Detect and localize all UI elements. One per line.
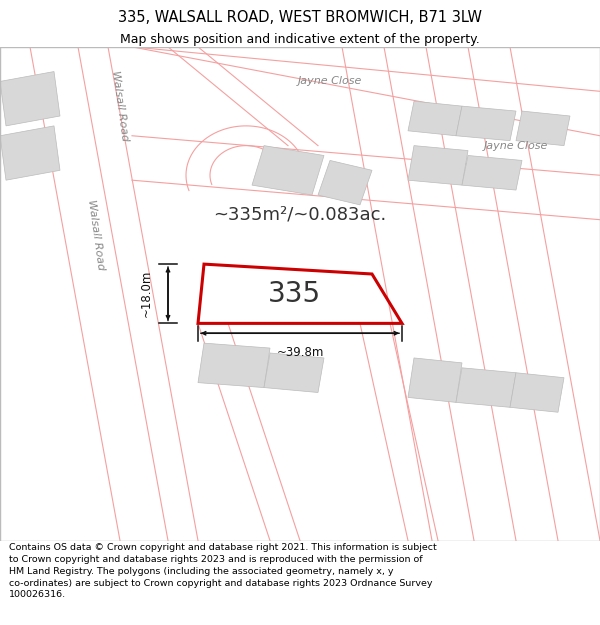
- Text: ~39.8m: ~39.8m: [277, 346, 323, 359]
- Polygon shape: [408, 146, 468, 185]
- Text: Jayne Close: Jayne Close: [484, 141, 548, 151]
- Text: Jayne Close: Jayne Close: [298, 76, 362, 86]
- Polygon shape: [132, 136, 600, 219]
- Text: Map shows position and indicative extent of the property.: Map shows position and indicative extent…: [120, 32, 480, 46]
- Text: Walsall Road: Walsall Road: [110, 70, 130, 142]
- Polygon shape: [516, 111, 570, 146]
- Polygon shape: [462, 156, 522, 190]
- Text: 335: 335: [268, 280, 320, 308]
- Polygon shape: [30, 47, 198, 541]
- Polygon shape: [198, 343, 270, 388]
- Polygon shape: [0, 71, 60, 126]
- Polygon shape: [132, 47, 600, 136]
- Polygon shape: [408, 358, 462, 402]
- Text: ~335m²/~0.083ac.: ~335m²/~0.083ac.: [214, 206, 386, 224]
- Text: Contains OS data © Crown copyright and database right 2021. This information is : Contains OS data © Crown copyright and d…: [9, 543, 437, 599]
- Polygon shape: [264, 353, 324, 392]
- Text: Walsall Road: Walsall Road: [86, 199, 106, 271]
- Polygon shape: [510, 372, 564, 413]
- Text: 335, WALSALL ROAD, WEST BROMWICH, B71 3LW: 335, WALSALL ROAD, WEST BROMWICH, B71 3L…: [118, 10, 482, 25]
- Polygon shape: [318, 161, 372, 205]
- Polygon shape: [252, 146, 324, 195]
- Polygon shape: [408, 101, 462, 136]
- Text: ~18.0m: ~18.0m: [140, 270, 153, 318]
- Polygon shape: [456, 106, 516, 141]
- Polygon shape: [0, 126, 60, 180]
- Polygon shape: [456, 368, 516, 408]
